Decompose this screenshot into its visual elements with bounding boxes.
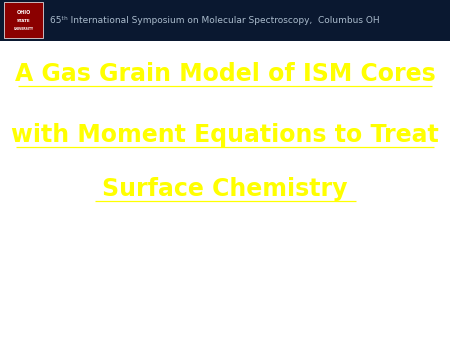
Text: The Ohio State University: The Ohio State University <box>109 263 341 281</box>
Text: Yezhe Pei & Eric Herbst: Yezhe Pei & Eric Herbst <box>121 229 329 247</box>
Text: STATE: STATE <box>17 19 30 23</box>
Text: 65ᵗʰ International Symposium on Molecular Spectroscopy,  Columbus OH: 65ᵗʰ International Symposium on Molecula… <box>50 16 380 25</box>
Text: June 25: June 25 <box>167 295 225 310</box>
Text: Surface Chemistry: Surface Chemistry <box>102 177 348 201</box>
Bar <box>4 2 43 38</box>
Text: with Moment Equations to Treat: with Moment Equations to Treat <box>11 123 439 147</box>
Text: OHIO: OHIO <box>16 10 31 15</box>
Text: th: th <box>225 290 236 300</box>
Text: A Gas Grain Model of ISM Cores: A Gas Grain Model of ISM Cores <box>14 62 436 87</box>
Text: , 2010: , 2010 <box>235 295 283 310</box>
Bar <box>0 0 450 41</box>
Text: UNIVERSITY: UNIVERSITY <box>14 27 33 31</box>
